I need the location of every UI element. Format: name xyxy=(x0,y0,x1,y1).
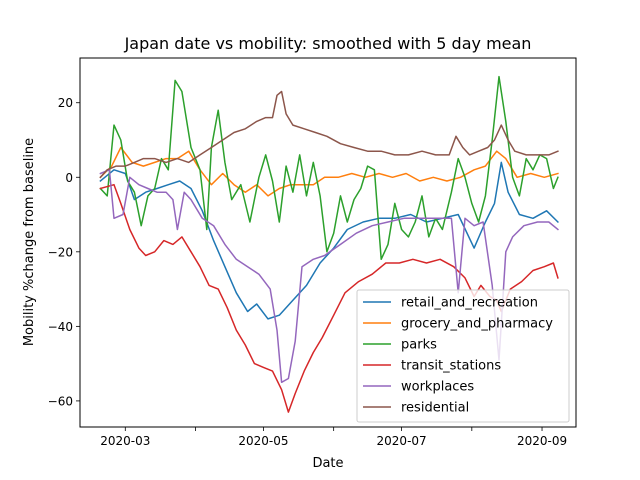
legend-label-residential: residential xyxy=(401,401,469,416)
series-layer xyxy=(99,75,559,413)
x-tick-label: 2020-07 xyxy=(377,434,427,448)
y-axis-label: Mobility %change from baseline xyxy=(22,138,37,346)
y-tick-label: −40 xyxy=(48,320,73,334)
x-tick-label: 2020-03 xyxy=(100,434,150,448)
legend-label-transit-stations: transit_stations xyxy=(401,359,501,374)
series-line-retail-and-recreation xyxy=(99,161,559,320)
y-tick-label: 0 xyxy=(65,171,73,185)
legend: retail_and_recreation grocery_and_pharmac… xyxy=(356,289,570,423)
legend-box xyxy=(356,289,570,423)
series-line-workplaces xyxy=(99,169,559,384)
chart-title: Japan date vs mobility: smoothed with 5 … xyxy=(124,34,532,53)
legend-label-parks: parks xyxy=(401,338,437,353)
y-axis: −60 −40 −20 0 20 xyxy=(48,96,80,408)
x-axis: 2020-03 2020-05 2020-07 2020-09 xyxy=(100,427,567,448)
y-tick-label: −20 xyxy=(48,245,73,259)
series-line-residential xyxy=(99,90,559,179)
y-tick-label: −60 xyxy=(48,394,73,408)
x-axis-label: Date xyxy=(312,456,343,471)
series-line-parks xyxy=(99,75,559,261)
y-tick-label: 20 xyxy=(58,96,73,110)
x-tick-label: 2020-09 xyxy=(517,434,567,448)
plot-area-frame xyxy=(79,57,577,428)
legend-label-workplaces: workplaces xyxy=(401,380,474,395)
legend-label-grocery-and-pharmacy: grocery_and_pharmacy xyxy=(401,317,553,332)
x-tick-label: 2020-05 xyxy=(238,434,288,448)
legend-label-retail-and-recreation: retail_and_recreation xyxy=(401,296,538,311)
